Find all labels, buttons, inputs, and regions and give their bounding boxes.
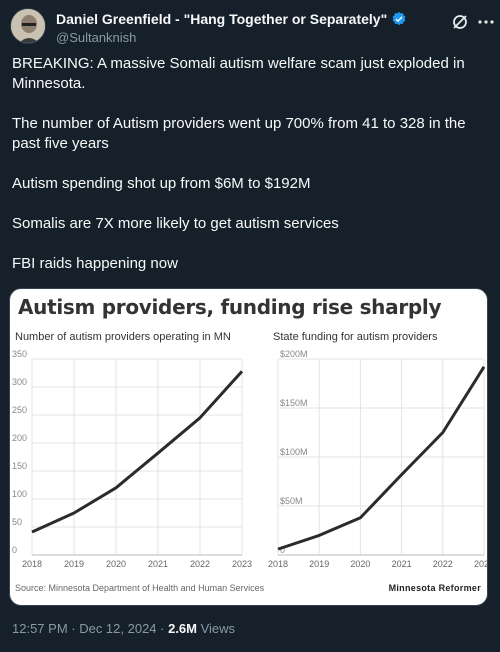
x-tick-label: 2020 bbox=[350, 559, 370, 569]
author-handle[interactable]: @Sultanknish bbox=[56, 30, 137, 45]
y-tick-label: 150 bbox=[12, 461, 27, 471]
author-block: Daniel Greenfield - "Hang Together or Se… bbox=[56, 10, 456, 45]
y-tick-label: 200 bbox=[12, 433, 27, 443]
media-source: Source: Minnesota Department of Health a… bbox=[15, 583, 265, 593]
x-tick-label: 2019 bbox=[309, 559, 329, 569]
y-tick-label: $150M bbox=[280, 398, 308, 408]
tweet-media-image[interactable]: Autism providers, funding rise sharply N… bbox=[9, 288, 488, 606]
tweet-paragraph: FBI raids happening now bbox=[12, 255, 178, 272]
x-tick-label: 2022 bbox=[433, 559, 453, 569]
media-title: Autism providers, funding rise sharply bbox=[18, 295, 442, 319]
x-tick-label: 2023 bbox=[232, 559, 252, 569]
x-tick-label: 2021 bbox=[148, 559, 168, 569]
verified-badge-icon bbox=[391, 11, 407, 27]
y-tick-label: 350 bbox=[12, 349, 27, 359]
x-tick-label: 2021 bbox=[392, 559, 412, 569]
tweet-paragraph: BREAKING: A massive Somali autism welfar… bbox=[12, 55, 465, 92]
y-tick-label: 0 bbox=[12, 545, 17, 555]
views-label: Views bbox=[197, 621, 236, 636]
chart-right-title: State funding for autism providers bbox=[273, 331, 438, 343]
avatar[interactable] bbox=[10, 8, 46, 44]
x-tick-label: 2018 bbox=[268, 559, 288, 569]
tweet-paragraph: Autism spending shot up from $6M to $192… bbox=[12, 175, 311, 192]
tweet-paragraph: Somalis are 7X more likely to get autism… bbox=[12, 215, 339, 232]
y-tick-label: $200M bbox=[280, 349, 308, 359]
x-tick-label: 2018 bbox=[22, 559, 42, 569]
y-tick-label: 100 bbox=[12, 489, 27, 499]
tweet-meta: 12:57 PM · Dec 12, 2024 · 2.6M Views bbox=[12, 621, 235, 636]
grok-icon[interactable] bbox=[450, 12, 470, 32]
y-tick-label: $100M bbox=[280, 447, 308, 457]
charts-svg: 0 50 100 150 200 250 300 350 2018 2019 2020 2021 202… bbox=[12, 349, 487, 569]
y-tick-label: 250 bbox=[12, 405, 27, 415]
more-options-icon[interactable] bbox=[476, 12, 496, 32]
y-tick-label: 0 bbox=[280, 545, 285, 555]
x-tick-label: 2019 bbox=[64, 559, 84, 569]
media-brand: Minnesota Reformer bbox=[388, 583, 481, 593]
author-name[interactable]: Daniel Greenfield - "Hang Together or Se… bbox=[56, 11, 388, 27]
y-tick-label: 300 bbox=[12, 377, 27, 387]
tweet-header: Daniel Greenfield - "Hang Together or Se… bbox=[10, 8, 494, 48]
y-tick-label: 50 bbox=[12, 517, 22, 527]
view-count: 2.6M bbox=[168, 621, 197, 636]
chart-left-title: Number of autism providers operating in … bbox=[15, 331, 231, 343]
timestamp[interactable]: 12:57 PM · Dec 12, 2024 · bbox=[12, 621, 169, 636]
tweet-paragraph: The number of Autism providers went up 7… bbox=[12, 115, 466, 152]
x-tick-label: 2020 bbox=[106, 559, 126, 569]
tweet-text: BREAKING: A massive Somali autism welfar… bbox=[12, 54, 482, 294]
x-tick-label: 2022 bbox=[190, 559, 210, 569]
series-line bbox=[31, 370, 244, 534]
series-line bbox=[277, 366, 486, 551]
x-tick-label: 2023 bbox=[474, 559, 487, 569]
y-tick-label: $50M bbox=[280, 496, 303, 506]
